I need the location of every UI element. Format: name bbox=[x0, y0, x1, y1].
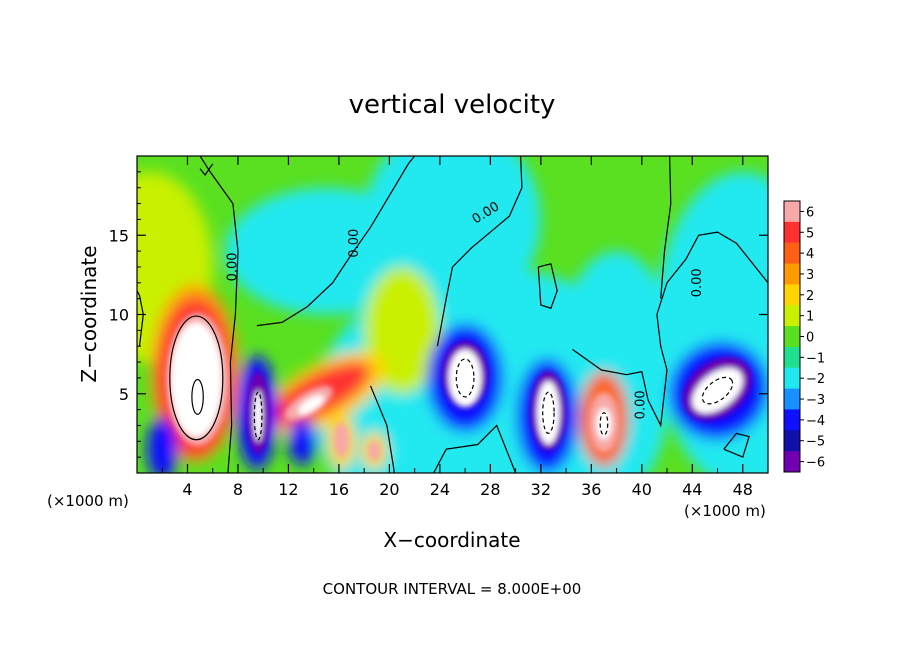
colorbar-swatch bbox=[784, 263, 800, 285]
downdraft-mark bbox=[147, 417, 178, 473]
downdraft-mark bbox=[566, 251, 668, 410]
colorbar-swatch bbox=[784, 346, 800, 369]
y-axis-label: Z−coordinate bbox=[77, 245, 101, 382]
x-tick-label: 20 bbox=[379, 480, 399, 499]
positive-contour-line bbox=[169, 315, 224, 441]
saturated-core-mark bbox=[448, 349, 482, 407]
updraft-mark bbox=[367, 441, 381, 461]
zero-contour-line bbox=[660, 156, 672, 299]
saturated-core-mark bbox=[692, 368, 743, 414]
x-tick-label: 12 bbox=[278, 480, 298, 499]
colorbar-label: 0 bbox=[806, 331, 814, 346]
x-axis-label: X−coordinate bbox=[383, 528, 520, 552]
zero-contour-line bbox=[572, 231, 768, 428]
downdraft-mark bbox=[225, 187, 428, 315]
colorbar-label: 4 bbox=[806, 247, 814, 262]
negative-contour-line bbox=[701, 376, 734, 405]
negative-contour-line bbox=[455, 358, 475, 398]
colorbar-swatch bbox=[784, 326, 800, 348]
colorbar-swatch bbox=[784, 388, 800, 410]
x-tick-label: 48 bbox=[733, 480, 753, 499]
colorbar-label: 5 bbox=[806, 226, 814, 241]
colorbar-label: −2 bbox=[806, 372, 825, 387]
colorbar-swatch bbox=[784, 201, 800, 223]
saturated-core-mark bbox=[537, 381, 560, 445]
contour-value-label: 0.00 bbox=[226, 252, 241, 281]
colorbar-swatch bbox=[784, 430, 800, 452]
zero-contour-line bbox=[433, 424, 517, 473]
x-tick-label: 16 bbox=[329, 480, 349, 499]
contour-interval-note: CONTOUR INTERVAL = 8.000E+00 bbox=[323, 580, 582, 598]
saturated-core-mark bbox=[253, 390, 263, 442]
zero-contour-line bbox=[369, 385, 395, 473]
x-tick-label: 28 bbox=[480, 480, 500, 499]
x-tick-label: 24 bbox=[430, 480, 450, 499]
x-axis: 4 8 12 16 20 24 28 32 36 40 44 48 bbox=[161, 156, 753, 499]
colorbar-label: −1 bbox=[806, 351, 825, 366]
colorbar-swatch bbox=[784, 409, 800, 431]
y-tick-label: 5 bbox=[119, 385, 129, 404]
positive-contour-line bbox=[191, 378, 204, 415]
zero-contour-line bbox=[199, 163, 214, 177]
saturated-core-mark bbox=[297, 395, 325, 415]
colorbar-label: 3 bbox=[806, 268, 814, 283]
y-tick-label: 10 bbox=[109, 306, 129, 325]
y-axis: 5 10 15 bbox=[109, 171, 768, 458]
saturated-core-mark bbox=[596, 408, 612, 440]
negative-contour-line bbox=[253, 391, 263, 441]
x-tick-label: 36 bbox=[581, 480, 601, 499]
colorbar-label: 1 bbox=[806, 310, 814, 325]
zero-contour-line bbox=[537, 263, 558, 309]
downdraft-mark bbox=[288, 417, 317, 466]
x-tick-label: 32 bbox=[531, 480, 551, 499]
colorbar-label: −3 bbox=[806, 393, 825, 408]
colorbar-label: −6 bbox=[806, 456, 825, 471]
zero-contour-line bbox=[436, 156, 523, 347]
contour-value-label: 0.00 bbox=[690, 268, 705, 297]
x-tick-label: 44 bbox=[682, 480, 702, 499]
negative-contour-line bbox=[542, 391, 555, 434]
contour-value-label: 0.00 bbox=[347, 229, 362, 258]
colorbar-swatch bbox=[784, 367, 800, 390]
colorbar-label: −4 bbox=[806, 414, 825, 429]
colorbar-swatch bbox=[784, 242, 800, 265]
colorbar-label: 6 bbox=[806, 205, 814, 220]
contour-value-label: 0.00 bbox=[633, 390, 648, 419]
negative-contour-line bbox=[599, 412, 609, 436]
x-tick-label: 8 bbox=[233, 480, 243, 499]
x-tick-label: 40 bbox=[632, 480, 652, 499]
zero-contour-line bbox=[256, 156, 416, 327]
colorbar-swatch bbox=[784, 451, 800, 473]
x-unit-label: (×1000 m) bbox=[684, 502, 766, 520]
chart-title: vertical velocity bbox=[349, 90, 556, 120]
colorbar-swatch bbox=[784, 305, 800, 327]
zero-contour-line bbox=[199, 156, 239, 473]
downdraft-mark bbox=[654, 171, 768, 473]
colorbar-swatch bbox=[784, 221, 800, 244]
colorbar-label: 2 bbox=[806, 289, 814, 304]
zero-contour-line bbox=[137, 290, 144, 347]
z-unit-label: (×1000 m) bbox=[47, 492, 129, 510]
updraft-mark bbox=[333, 422, 350, 458]
colorbar: 6 5 4 3 2 1 0 −1 −2 −3 −4 −5 −6 bbox=[783, 200, 825, 473]
plot-field: 0.000.000.000.000.00 bbox=[137, 156, 768, 473]
colorbar-swatch bbox=[784, 284, 800, 306]
colorbar-label: −5 bbox=[806, 435, 825, 450]
x-tick-label: 4 bbox=[182, 480, 192, 499]
zero-contour-line bbox=[723, 432, 750, 458]
y-tick-label: 15 bbox=[109, 226, 129, 245]
